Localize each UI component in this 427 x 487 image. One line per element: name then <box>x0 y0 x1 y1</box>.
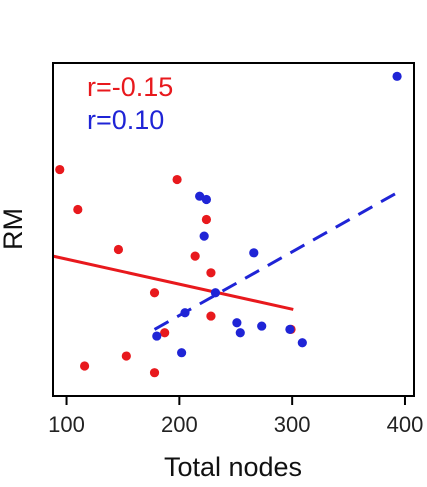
blue-point <box>210 288 221 298</box>
x-tick-label: 200 <box>161 412 198 437</box>
red-point <box>149 288 160 298</box>
data-points <box>55 71 402 378</box>
blue-point <box>201 194 212 205</box>
blue-point <box>297 338 307 348</box>
red-point <box>160 328 170 338</box>
blue-point <box>152 331 162 341</box>
x-tick-label: 400 <box>387 412 424 437</box>
x-axis-ticks: 100 200 300 400 <box>48 396 423 437</box>
blue-fit-line <box>153 188 404 331</box>
red-point <box>73 204 83 215</box>
red-fit-line <box>52 254 294 311</box>
annotation-red-r: r=-0.15 <box>87 72 173 102</box>
fit-lines <box>52 188 404 331</box>
red-point <box>206 268 216 278</box>
blue-point <box>285 324 295 334</box>
x-tick-label: 300 <box>274 412 311 437</box>
red-point <box>201 214 212 225</box>
red-point <box>121 351 131 361</box>
x-axis-title: Total nodes <box>164 452 302 482</box>
red-point <box>149 368 160 378</box>
x-tick-label: 100 <box>48 412 85 437</box>
red-point <box>206 311 216 321</box>
blue-point <box>180 308 190 318</box>
red-point <box>113 244 124 255</box>
red-point <box>172 174 182 185</box>
red-point <box>79 361 90 371</box>
blue-point <box>232 318 242 328</box>
blue-point <box>177 348 187 358</box>
red-point <box>190 251 200 261</box>
plot-frame <box>52 62 415 397</box>
blue-point <box>392 71 402 81</box>
blue-point <box>235 328 245 338</box>
blue-point <box>257 321 267 331</box>
blue-point <box>249 248 259 258</box>
red-point <box>55 164 65 175</box>
annotation-blue-r: r=0.10 <box>87 105 164 135</box>
y-axis-title: RM <box>0 208 28 250</box>
blue-point <box>199 231 209 241</box>
